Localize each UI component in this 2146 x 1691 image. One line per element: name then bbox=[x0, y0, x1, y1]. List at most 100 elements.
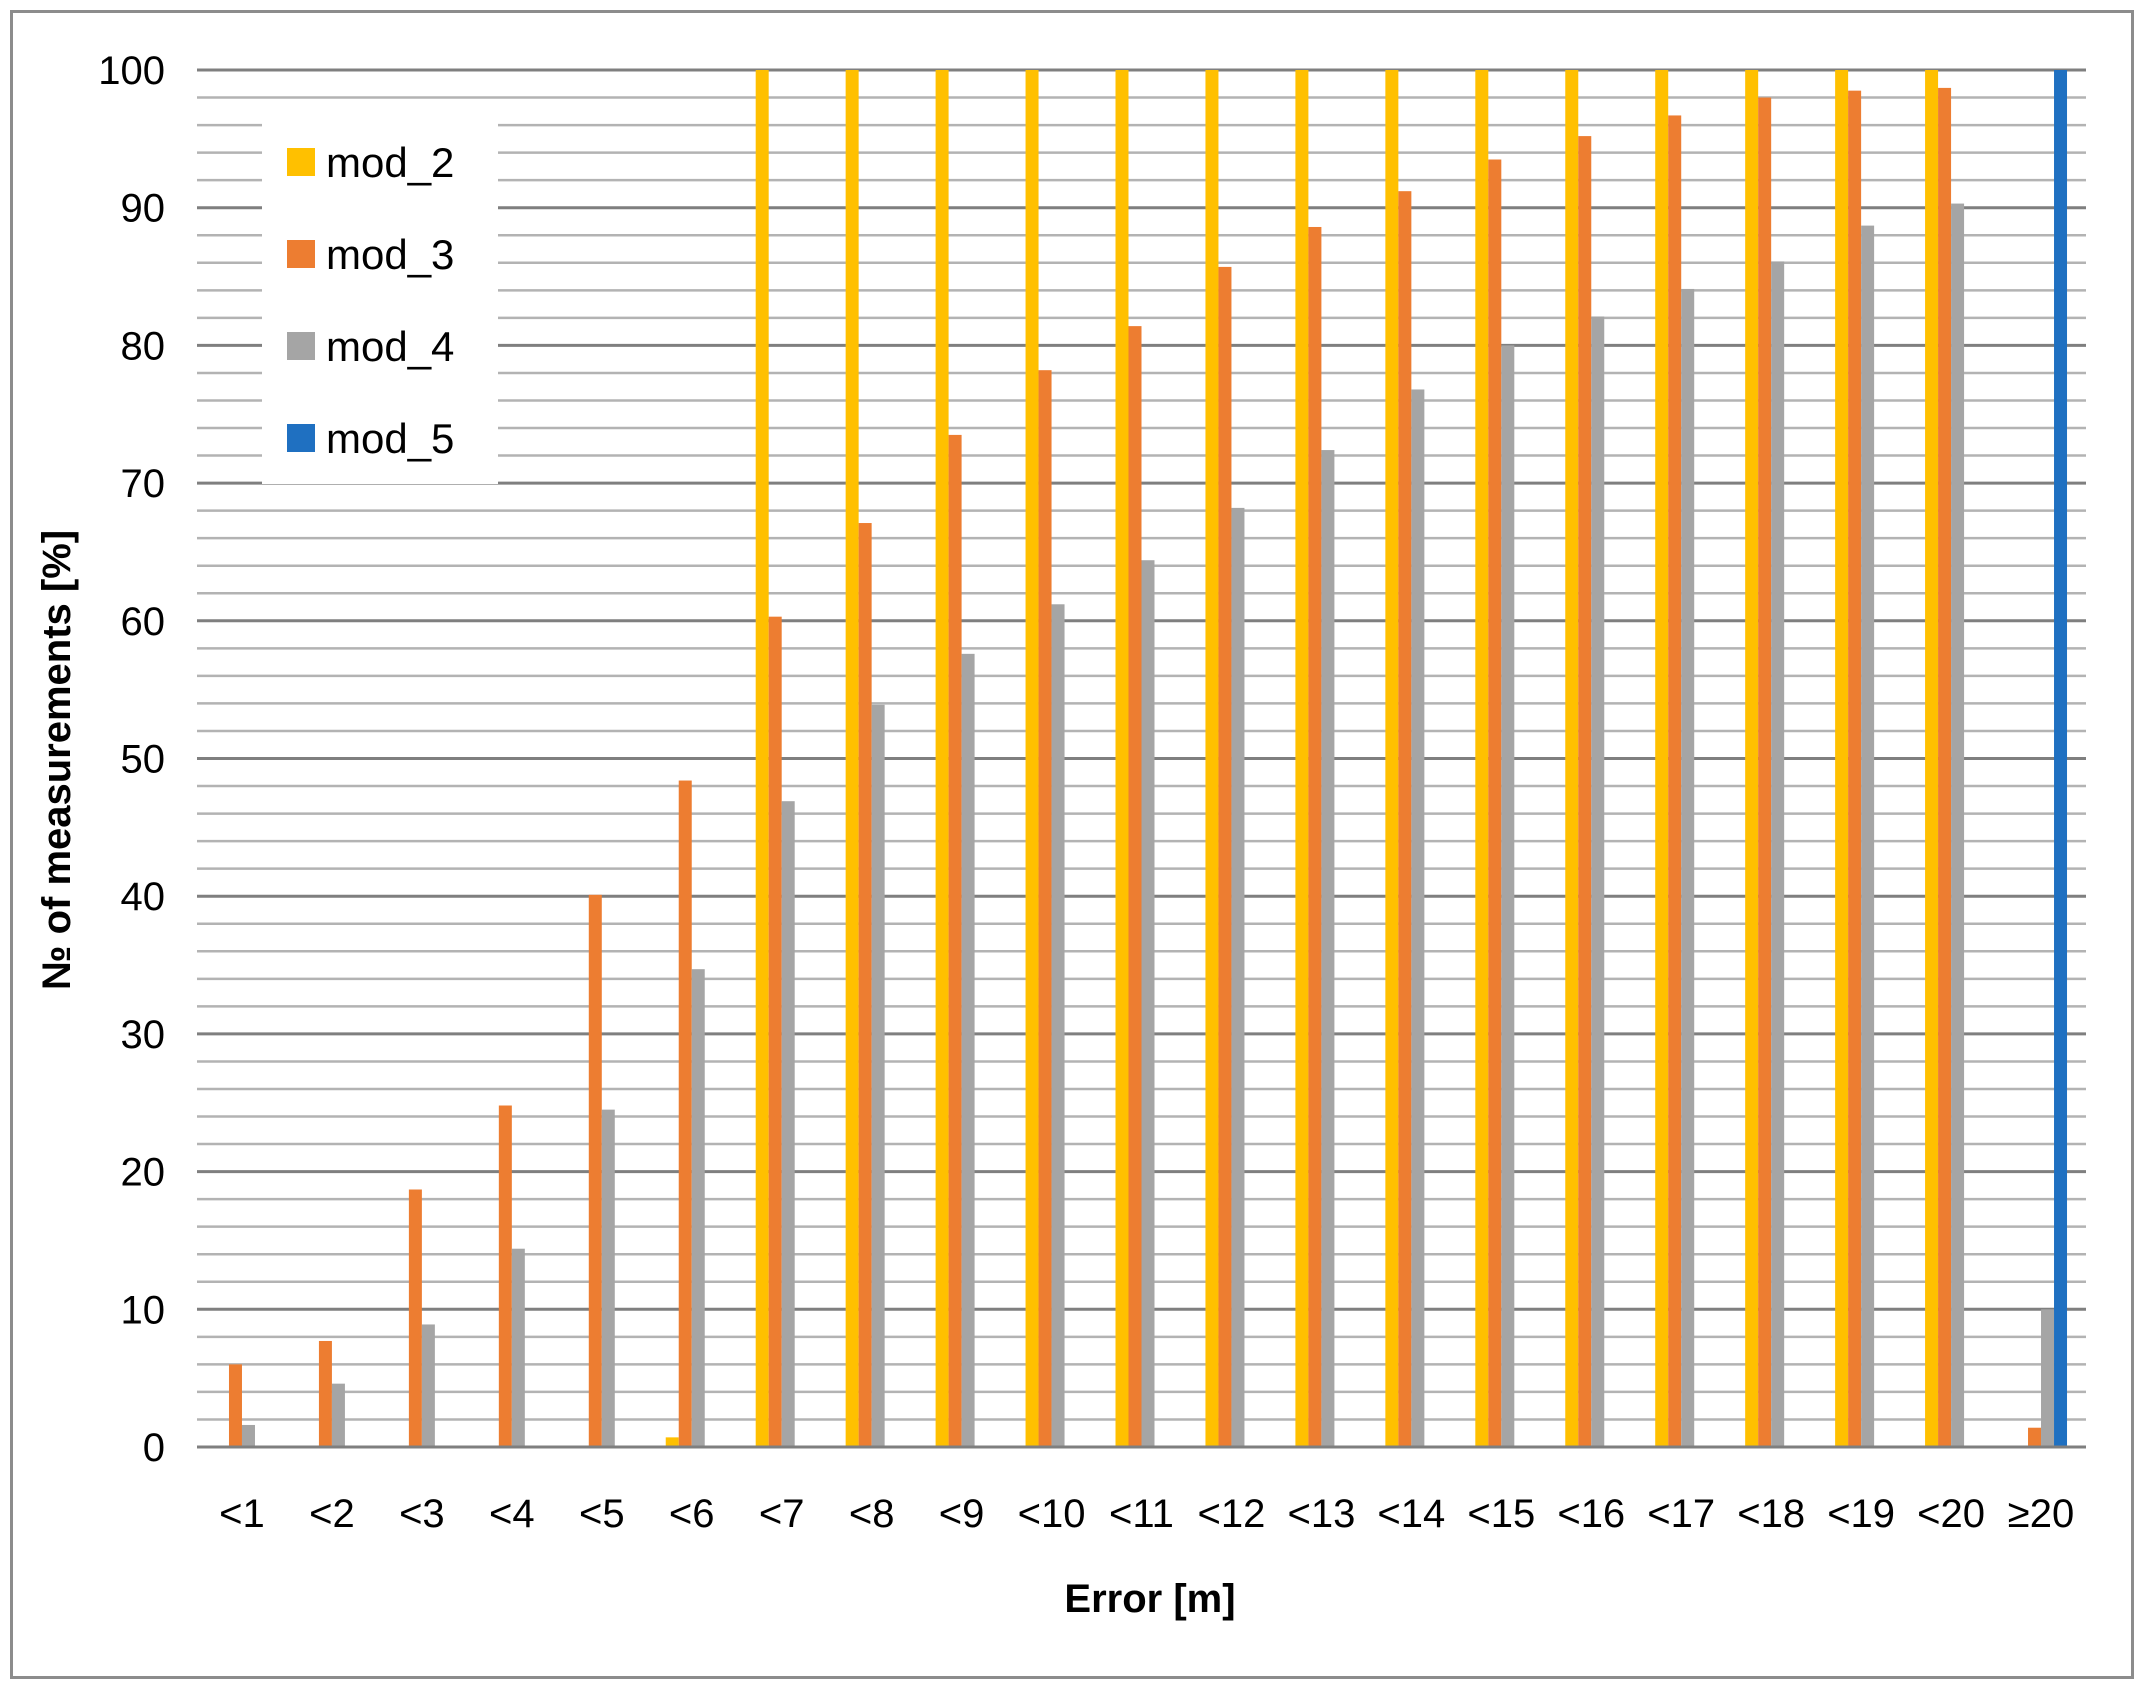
bar-mod_4-4 bbox=[601, 1109, 615, 1447]
y-tick-label: 100 bbox=[98, 49, 165, 93]
bar-mod_2-9 bbox=[1025, 70, 1039, 1447]
legend-background bbox=[262, 120, 498, 484]
bar-mod_3-15 bbox=[1578, 136, 1592, 1448]
bar-mod_4-12 bbox=[1321, 450, 1335, 1447]
bar-mod_4-18 bbox=[1861, 225, 1875, 1448]
x-tick-label: <12 bbox=[1198, 1492, 1266, 1536]
bar-mod_2-17 bbox=[1745, 70, 1759, 1447]
bar-mod_2-8 bbox=[935, 70, 949, 1447]
bar-mod_4-10 bbox=[1141, 560, 1155, 1447]
y-tick-label: 90 bbox=[121, 187, 166, 231]
bar-mod_3-19 bbox=[1938, 87, 1952, 1447]
bar-mod_3-4 bbox=[588, 894, 602, 1447]
bar-mod_5-20 bbox=[2054, 70, 2068, 1447]
bar-mod_4-8 bbox=[961, 653, 975, 1447]
x-axis-title: Error [m] bbox=[1064, 1577, 1235, 1621]
x-axis-ticks: <1 <2 <3 <4 <5 <6 <7 <8 <9 <10 <11 <12 <13 <14 <15 <16 <… bbox=[219, 1492, 2074, 1536]
x-tick-label: <5 bbox=[579, 1492, 625, 1536]
bar-mod_3-13 bbox=[1398, 191, 1412, 1447]
y-tick-label: 40 bbox=[121, 875, 166, 919]
legend: mod_2 mod_3 mod_4 mod_5 bbox=[262, 120, 498, 484]
bar-mod_2-15 bbox=[1565, 70, 1579, 1447]
x-tick-label: <6 bbox=[669, 1492, 715, 1536]
bar-mod_2-11 bbox=[1205, 70, 1219, 1447]
legend-swatch-mod_4 bbox=[287, 332, 315, 360]
bar-mod_4-16 bbox=[1681, 288, 1695, 1447]
y-tick-label: 30 bbox=[121, 1013, 166, 1057]
bar-mod_4-14 bbox=[1501, 345, 1515, 1447]
bar-mod_4-11 bbox=[1231, 507, 1245, 1447]
bar-mod_3-6 bbox=[768, 616, 782, 1447]
bar-mod_3-16 bbox=[1668, 115, 1682, 1447]
y-tick-label: 70 bbox=[121, 462, 166, 506]
bar-mod_2-13 bbox=[1385, 70, 1399, 1447]
bar-mod_2-10 bbox=[1115, 70, 1129, 1447]
x-tick-label: <7 bbox=[759, 1492, 805, 1536]
bar-mod_3-0 bbox=[228, 1364, 242, 1447]
x-tick-label: <11 bbox=[1109, 1492, 1174, 1536]
bar-mod_4-19 bbox=[1951, 203, 1965, 1448]
x-tick-label: ≥20 bbox=[2008, 1492, 2074, 1536]
x-tick-label: <1 bbox=[219, 1492, 265, 1536]
x-tick-label: <13 bbox=[1287, 1492, 1355, 1536]
bar-mod_3-2 bbox=[408, 1189, 422, 1447]
x-tick-label: <18 bbox=[1737, 1492, 1805, 1536]
bar-mod_4-7 bbox=[871, 704, 885, 1447]
bar-mod_2-14 bbox=[1475, 70, 1489, 1447]
bar-mod_3-7 bbox=[858, 523, 872, 1447]
x-tick-label: <2 bbox=[309, 1492, 355, 1536]
x-tick-label: <3 bbox=[399, 1492, 445, 1536]
x-tick-label: <9 bbox=[939, 1492, 985, 1536]
bar-mod_4-15 bbox=[1591, 316, 1605, 1447]
bar-mod_4-2 bbox=[421, 1324, 435, 1447]
legend-swatch-mod_2 bbox=[287, 148, 315, 176]
legend-swatch-mod_3 bbox=[287, 240, 315, 268]
bar-mod_4-20 bbox=[2041, 1309, 2055, 1447]
x-tick-label: <4 bbox=[489, 1492, 535, 1536]
bar-mod_2-5 bbox=[665, 1437, 679, 1447]
y-tick-label: 80 bbox=[121, 324, 166, 368]
bars-layer bbox=[197, 70, 2086, 1449]
x-tick-label: <14 bbox=[1377, 1492, 1445, 1536]
bar-mod_3-8 bbox=[948, 434, 962, 1447]
legend-label-mod_4: mod_4 bbox=[326, 323, 454, 370]
y-tick-label: 0 bbox=[143, 1426, 165, 1470]
bar-mod_4-13 bbox=[1411, 389, 1425, 1447]
x-tick-label: <8 bbox=[849, 1492, 895, 1536]
bar-mod_3-1 bbox=[318, 1340, 332, 1447]
bar-mod_4-3 bbox=[511, 1248, 525, 1447]
legend-swatch-mod_5 bbox=[287, 424, 315, 452]
y-tick-label: 60 bbox=[121, 600, 166, 644]
bar-mod_3-14 bbox=[1488, 159, 1502, 1447]
y-tick-label: 20 bbox=[121, 1151, 166, 1195]
bar-mod_3-12 bbox=[1308, 226, 1322, 1447]
x-tick-label: <17 bbox=[1647, 1492, 1715, 1536]
x-tick-label: <20 bbox=[1917, 1492, 1985, 1536]
bar-mod_3-18 bbox=[1848, 90, 1862, 1447]
bar-mod_2-6 bbox=[755, 70, 769, 1447]
bar-mod_3-20 bbox=[2028, 1427, 2042, 1447]
legend-label-mod_5: mod_5 bbox=[326, 415, 454, 462]
bar-mod_4-17 bbox=[1771, 261, 1785, 1447]
bar-mod_4-9 bbox=[1051, 604, 1065, 1447]
bar-mod_4-5 bbox=[691, 969, 705, 1447]
bar-mod_2-7 bbox=[845, 70, 859, 1447]
y-axis-title: № of measurements [%] bbox=[35, 530, 79, 990]
bar-mod_2-18 bbox=[1835, 70, 1849, 1447]
bar-mod_3-11 bbox=[1218, 266, 1232, 1447]
bar-mod_4-1 bbox=[331, 1383, 345, 1447]
x-tick-label: <15 bbox=[1467, 1492, 1535, 1536]
y-tick-label: 50 bbox=[121, 738, 166, 782]
legend-label-mod_3: mod_3 bbox=[326, 231, 454, 278]
y-tick-label: 10 bbox=[121, 1288, 166, 1332]
x-tick-label: <16 bbox=[1557, 1492, 1625, 1536]
bar-mod_4-0 bbox=[241, 1424, 255, 1447]
legend-label-mod_2: mod_2 bbox=[326, 139, 454, 186]
bar-mod_3-3 bbox=[498, 1105, 512, 1447]
bar-mod_2-16 bbox=[1655, 70, 1669, 1447]
x-tick-label: <10 bbox=[1018, 1492, 1086, 1536]
bar-mod_3-10 bbox=[1128, 326, 1142, 1447]
bar-mod_3-17 bbox=[1758, 97, 1772, 1447]
bar-mod_4-6 bbox=[781, 801, 795, 1447]
